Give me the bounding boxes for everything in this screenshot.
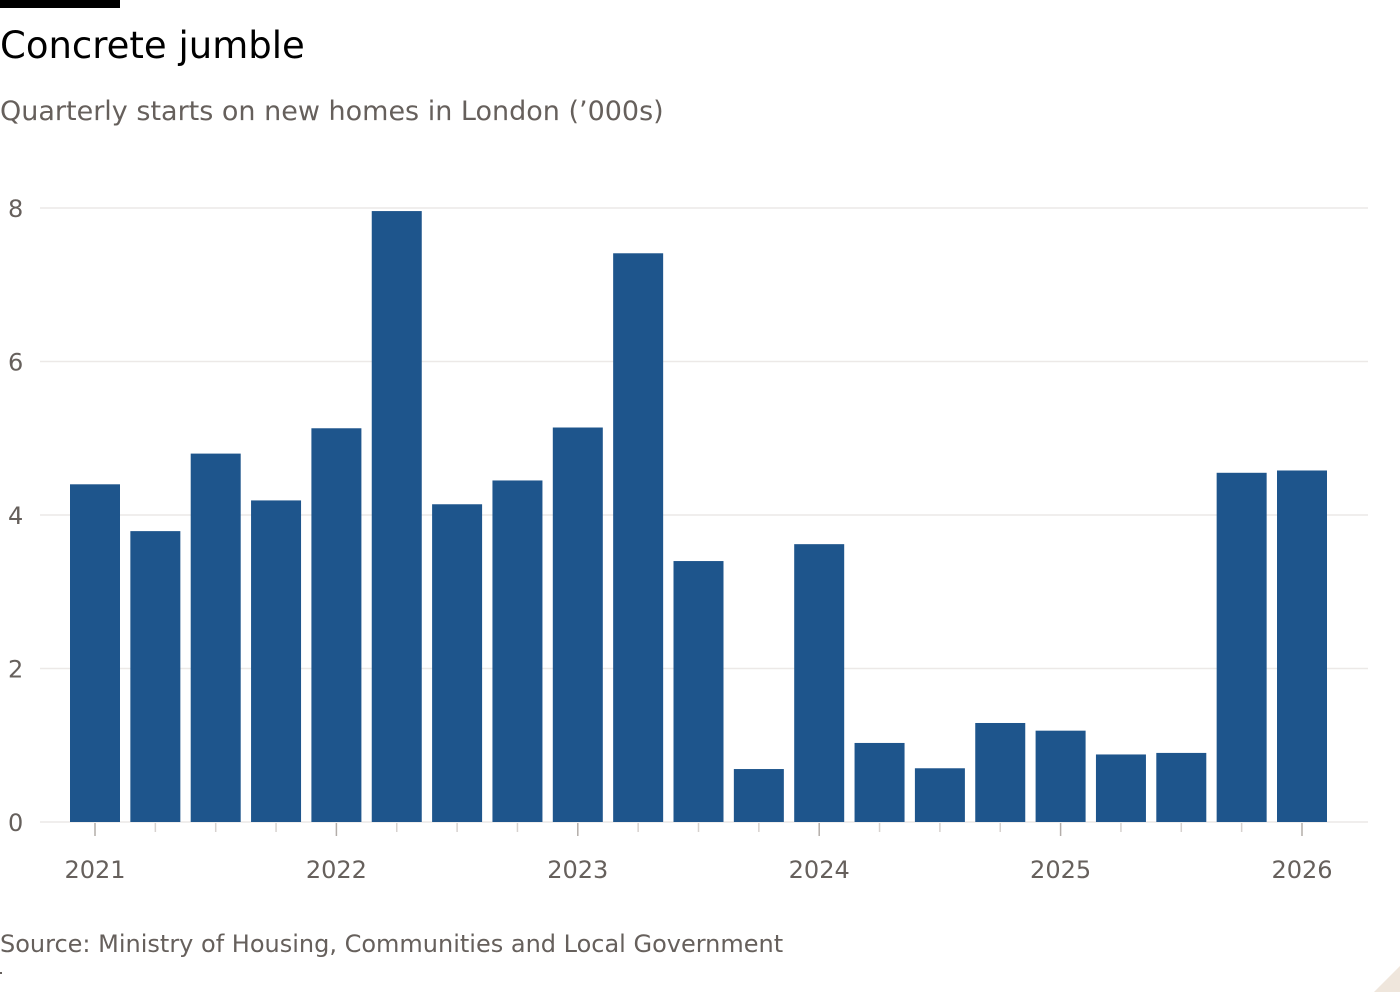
x-tick-label: 2024 [789, 856, 850, 884]
y-tick-label: 6 [8, 349, 23, 377]
bar: 2023 Q1: 5.14 [552, 427, 603, 822]
y-tick-label: 4 [8, 502, 23, 530]
chart-subtitle: Quarterly starts on new homes in London … [0, 96, 664, 127]
x-tick-label: 2022 [306, 856, 367, 884]
x-tick-label: 2025 [1030, 856, 1091, 884]
y-tick-label: 0 [8, 809, 23, 837]
chart-title: Concrete jumble [0, 24, 305, 67]
y-tick-label: 8 [8, 195, 23, 223]
top-rule [0, 0, 120, 8]
source-note: Source: Ministry of Housing, Communities… [0, 930, 784, 958]
bar: 2022 Q2: 7.96 [371, 211, 422, 822]
x-tick-label: 2026 [1271, 856, 1332, 884]
bar: 2022 Q3: 4.14 [432, 504, 483, 822]
bar: 2021 Q3: 4.8 [190, 453, 241, 822]
bar: 2024 Q1: 3.62 [794, 544, 845, 822]
bar: 2025 Q1: 1.19 [1035, 730, 1086, 822]
source-dot [0, 972, 2, 974]
bar-chart: 2021 Q1: 4.42021 Q2: 3.792021 Q3: 4.8202… [8, 195, 1368, 884]
bar-layer: 2021 Q1: 4.42021 Q2: 3.792021 Q3: 4.8202… [70, 211, 1327, 822]
bar: 2022 Q1: 5.13 [311, 428, 362, 822]
bar: 2024 Q3: 0.7 [914, 768, 965, 822]
axis-layer: 0 2 4 6 8 2021 2022 2023 2024 2025 2026 [8, 195, 1333, 884]
bar: 2021 Q2: 3.79 [130, 531, 181, 822]
bar: 2023 Q3: 3.4 [673, 561, 724, 822]
bar: 2024 Q4: 1.29 [975, 722, 1026, 822]
bar: 2023 Q2: 7.41 [613, 253, 664, 822]
bar: 2021 Q1: 4.4 [70, 484, 120, 822]
bar: 2025 Q2: 0.88 [1095, 754, 1146, 822]
bar: 2025 Q3: 0.9 [1156, 752, 1207, 822]
bar: 2026 Q1: 4.58 [1277, 470, 1327, 822]
bar: 2023 Q4: 0.69 [733, 769, 784, 822]
bar: 2022 Q4: 4.45 [492, 480, 543, 822]
bar: 2021 Q4: 4.19 [251, 500, 302, 822]
bar: 2025 Q4: 4.55 [1216, 472, 1267, 822]
bar: 2024 Q2: 1.03 [854, 742, 905, 822]
y-tick-label: 2 [8, 656, 23, 684]
x-tick-label: 2023 [547, 856, 608, 884]
x-tick-label: 2021 [64, 856, 125, 884]
corner-mark [1374, 966, 1400, 992]
